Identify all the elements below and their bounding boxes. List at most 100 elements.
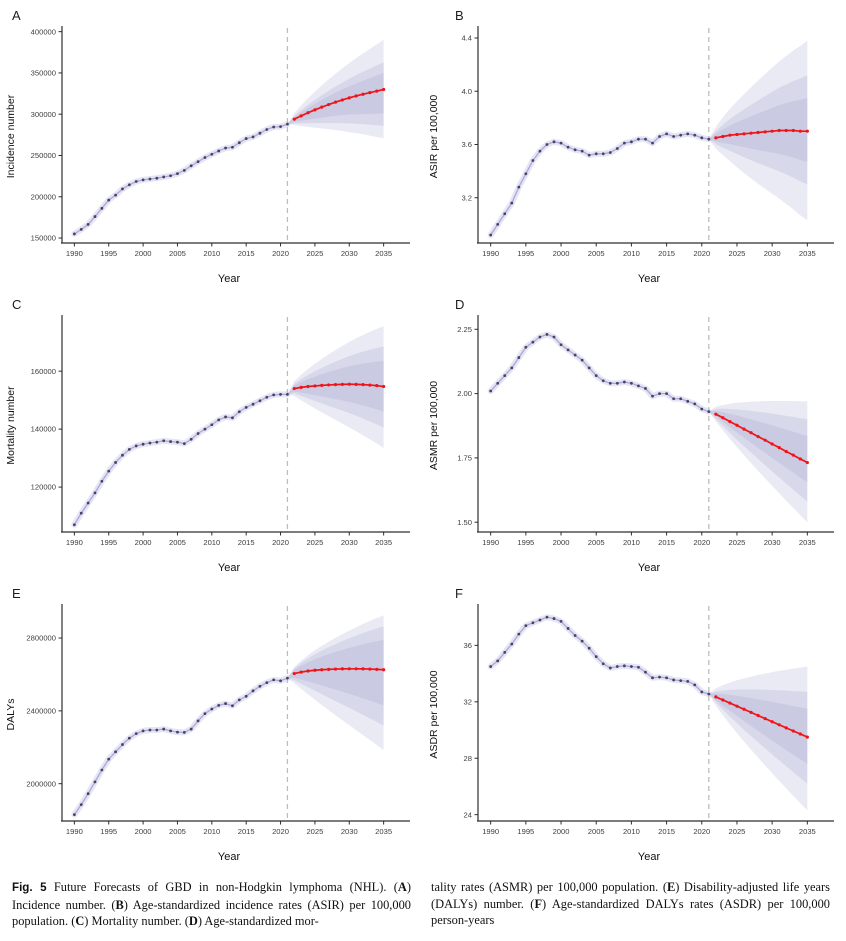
history-point (545, 615, 549, 619)
forecast-point (735, 423, 739, 427)
forecast-band-80 (287, 62, 384, 126)
history-point (155, 440, 159, 444)
x-tick-label: 2035 (375, 827, 392, 836)
history-point (265, 395, 269, 399)
history-point (134, 180, 138, 183)
history-point (637, 384, 640, 388)
x-tick-label: 2020 (272, 827, 289, 836)
caption-column-right: tality rates (ASMR) per 100,000 populati… (431, 879, 830, 930)
forecast-point (313, 384, 317, 388)
axes: 24 28 32 36 1990 1995 2000 2005 2010 2015 2020 2025… (464, 604, 834, 836)
x-tick-label: 2030 (341, 538, 358, 547)
forecast-points (292, 667, 386, 676)
history-line (490, 333, 710, 413)
x-tick-label: 2015 (238, 827, 255, 836)
history-point (517, 356, 521, 359)
forecast-band-50 (287, 361, 384, 412)
history-point (237, 141, 241, 145)
x-tick-label: 1995 (100, 249, 117, 258)
history-point (580, 149, 584, 153)
history-point (224, 415, 227, 419)
history-points (72, 676, 289, 817)
history-point (489, 389, 493, 393)
forecast-point (756, 713, 760, 718)
history-point (524, 345, 528, 349)
forecast-points (714, 128, 809, 140)
x-tick-label: 2020 (693, 249, 710, 258)
history-point (279, 125, 282, 128)
history-points (72, 392, 289, 527)
x-axis-title: Year (218, 273, 241, 285)
confidence-bands (708, 400, 808, 523)
forecast-point (354, 382, 358, 386)
history-point (679, 397, 683, 401)
caption-panel-letter: B (115, 897, 124, 912)
x-tick-label: 2035 (375, 538, 392, 547)
history-point (217, 149, 221, 153)
forecast-point (721, 134, 725, 139)
forecast-point (333, 100, 338, 104)
history-point (182, 442, 186, 446)
forecast-point (770, 129, 774, 133)
forecast-point (763, 130, 767, 134)
history-point (580, 358, 584, 362)
history-point (265, 681, 269, 685)
history-point (630, 381, 633, 385)
forecast-point (375, 384, 379, 388)
history-point (538, 335, 542, 339)
confidence-bands (708, 40, 808, 221)
x-tick-label: 2025 (729, 827, 746, 836)
history-point (573, 634, 577, 637)
history-point (566, 348, 570, 352)
history-point (496, 659, 500, 663)
x-tick-label: 2010 (623, 249, 640, 258)
forecast-point (347, 667, 351, 671)
y-tick-label: 3.2 (461, 193, 472, 202)
history-point (566, 627, 570, 630)
x-tick-label: 1995 (517, 827, 534, 836)
x-tick-label: 2035 (375, 249, 392, 258)
axes: 2000000 2400000 2800000 1990 1995 2000 2005 201… (26, 604, 410, 836)
caption-text: ) Age-standardized incidence rates (ASIR… (12, 897, 411, 929)
history-point (651, 141, 654, 145)
history-point (224, 146, 227, 150)
history-point (503, 651, 507, 654)
history-point (559, 141, 563, 145)
history-point (244, 137, 248, 140)
figure-caption: Fig. 5 Future Forecasts of GBD in non-Ho… (0, 867, 846, 930)
y-tick-label: 150000 (31, 234, 56, 243)
y-tick-label: 2.25 (457, 325, 472, 334)
history-point (538, 618, 542, 622)
x-tick-label: 2015 (658, 827, 675, 836)
history-point (93, 215, 97, 218)
y-tick-label: 200000 (31, 192, 56, 201)
caption-panel-letter: A (397, 880, 407, 894)
caption-text: tality rates (ASMR) per 100,000 populati… (431, 880, 667, 894)
forecast-point (721, 698, 725, 702)
history-point (182, 730, 186, 734)
caption-text: ) Age-standardized mor- (197, 914, 319, 929)
forecast-point (361, 383, 365, 387)
panel-letter: F (455, 586, 463, 601)
forecast-point (333, 667, 338, 671)
history-point (169, 440, 172, 443)
forecast-point (340, 667, 344, 671)
caption-text: Future Forecasts of GBD in non-Hodgkin l… (46, 880, 398, 894)
history-point (169, 174, 172, 178)
history-point (72, 813, 76, 817)
history-point (182, 168, 186, 172)
forecast-point (340, 382, 344, 386)
caption-fig-label: Fig. 5 (12, 881, 47, 894)
caption-text: ) Mortality number. ( (84, 914, 189, 929)
history-point (693, 683, 697, 687)
axes: 120000 140000 160000 1990 1995 2000 2005 2010 20… (31, 315, 410, 547)
x-tick-label: 2005 (588, 538, 605, 547)
history-point (658, 135, 661, 138)
history-point (658, 675, 661, 679)
history-point (79, 227, 83, 231)
history-point (665, 676, 668, 680)
x-tick-label: 2025 (729, 538, 746, 547)
x-tick-label: 2000 (135, 249, 152, 258)
forecast-point (798, 732, 802, 736)
history-point (162, 175, 166, 179)
